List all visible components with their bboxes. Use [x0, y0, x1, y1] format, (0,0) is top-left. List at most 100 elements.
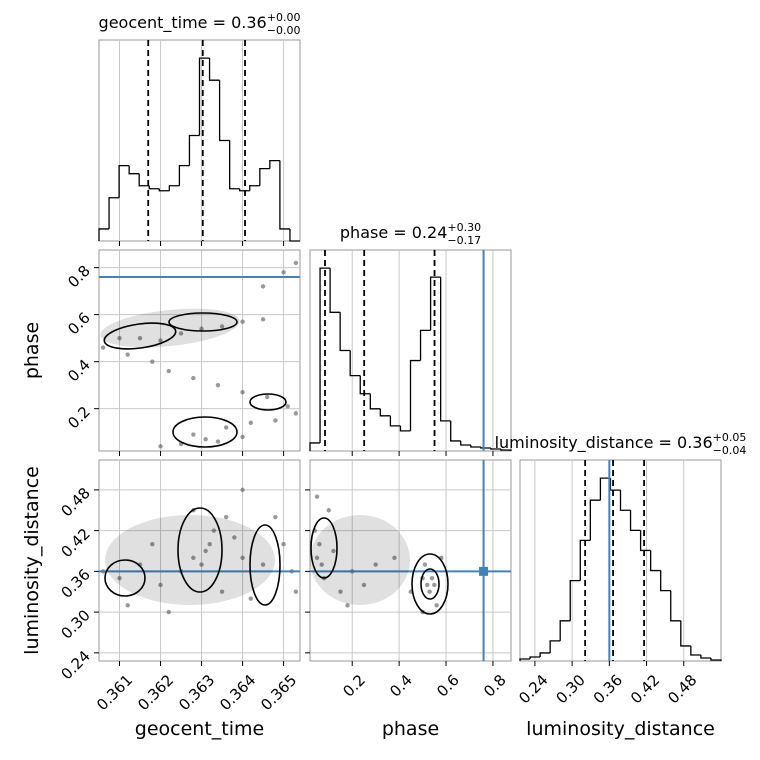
density-shade [105, 515, 275, 605]
x-tick-label: 0.362 [134, 671, 177, 714]
histogram-step [208, 58, 220, 81]
histogram-step [138, 173, 150, 187]
sample-point [317, 542, 322, 547]
histogram-step [309, 442, 321, 451]
histogram-step [470, 444, 481, 448]
y-axis-label: phase [21, 322, 43, 379]
histogram-step [519, 658, 531, 661]
histogram-step [98, 228, 110, 241]
sample-point [326, 508, 331, 513]
histogram-step [239, 188, 250, 192]
histogram-step [188, 134, 200, 166]
sample-point [203, 548, 208, 554]
sample-point [158, 582, 163, 588]
sample-point [158, 444, 163, 449]
contour [420, 568, 440, 600]
sample-point [211, 528, 217, 533]
title-sup: +0.00 [267, 11, 301, 24]
histogram-step [680, 620, 691, 647]
histogram-step [198, 57, 210, 136]
histogram-step [229, 140, 240, 190]
histogram-step [450, 420, 461, 442]
histogram-step [710, 657, 722, 661]
sample-point [191, 432, 196, 437]
contour [104, 559, 146, 597]
histogram-step [639, 530, 651, 552]
histogram-step [549, 640, 561, 653]
sample-point [166, 609, 171, 615]
title-sub: −0.00 [267, 24, 301, 37]
histogram-step [178, 164, 190, 186]
x-tick-label: 0.364 [216, 671, 259, 714]
histogram-step [660, 570, 671, 592]
sample-point [314, 555, 320, 560]
x-tick-label: 0.24 [515, 671, 551, 707]
histogram-step [128, 165, 140, 175]
sample-point [150, 359, 155, 364]
sample-point [150, 542, 155, 547]
histogram-step [599, 477, 611, 501]
histogram-step [168, 185, 180, 191]
x-tick-label: 0.42 [627, 671, 663, 707]
x-axis-label: phase [382, 718, 439, 740]
histogram-step [339, 312, 351, 352]
sample-point [260, 284, 266, 289]
sample-point [240, 319, 245, 324]
sample-point [219, 589, 225, 594]
histogram-step [269, 159, 280, 169]
contour [172, 416, 238, 448]
sample-point [273, 418, 278, 423]
histogram-step [419, 329, 431, 361]
panel-frame [309, 459, 512, 662]
sample-point [392, 555, 397, 560]
x-tick-label: 0.361 [93, 671, 136, 714]
sample-point [137, 335, 143, 341]
sample-point [264, 394, 270, 400]
sample-point [125, 352, 130, 357]
panel [94, 249, 301, 456]
title-text: phase = 0.24 [340, 223, 447, 242]
sample-point [319, 562, 324, 567]
panel-frame [98, 249, 301, 452]
sample-point [422, 562, 428, 567]
histogram-step [569, 579, 581, 621]
x-tick-label: 0.8 [480, 671, 510, 701]
sample-point [100, 345, 106, 350]
histogram-step [609, 478, 621, 491]
title-text: geocent_time = 0.36 [99, 13, 267, 33]
sample-point [207, 542, 212, 547]
histogram-step [369, 393, 381, 410]
panel-title: geocent_time = 0.36+0.00 −0.00 [99, 11, 301, 37]
x-tick-label: 0.365 [257, 671, 300, 714]
sample-point [240, 434, 245, 440]
histogram-step [619, 490, 631, 511]
sample-point [215, 382, 221, 388]
sample-point [285, 404, 290, 409]
contour [249, 524, 281, 606]
sample-point [260, 317, 266, 322]
histogram-step [589, 499, 601, 541]
histogram-step [629, 510, 641, 531]
sample-point [432, 582, 437, 588]
y-tick-label: 0.36 [57, 565, 93, 601]
sample-point [125, 603, 130, 608]
sample-point [191, 555, 196, 560]
panel [309, 249, 512, 456]
sample-point [273, 514, 278, 520]
x-axis-label: luminosity_distance [526, 718, 715, 740]
histogram-step [319, 267, 331, 443]
sample-point [248, 596, 253, 601]
histogram-step [108, 197, 120, 229]
sample-point [240, 555, 245, 560]
y-tick-label: 0.24 [57, 647, 93, 683]
x-tick-label: 0.6 [433, 671, 463, 701]
histogram-step [700, 654, 711, 659]
histogram-step [399, 425, 411, 432]
histogram-step [379, 408, 391, 417]
density-shade [310, 515, 410, 605]
sample-point [345, 603, 350, 608]
sample-point [117, 575, 122, 581]
panel [305, 459, 512, 666]
x-tick-label: 0.36 [590, 671, 626, 707]
sample-point [293, 589, 299, 594]
